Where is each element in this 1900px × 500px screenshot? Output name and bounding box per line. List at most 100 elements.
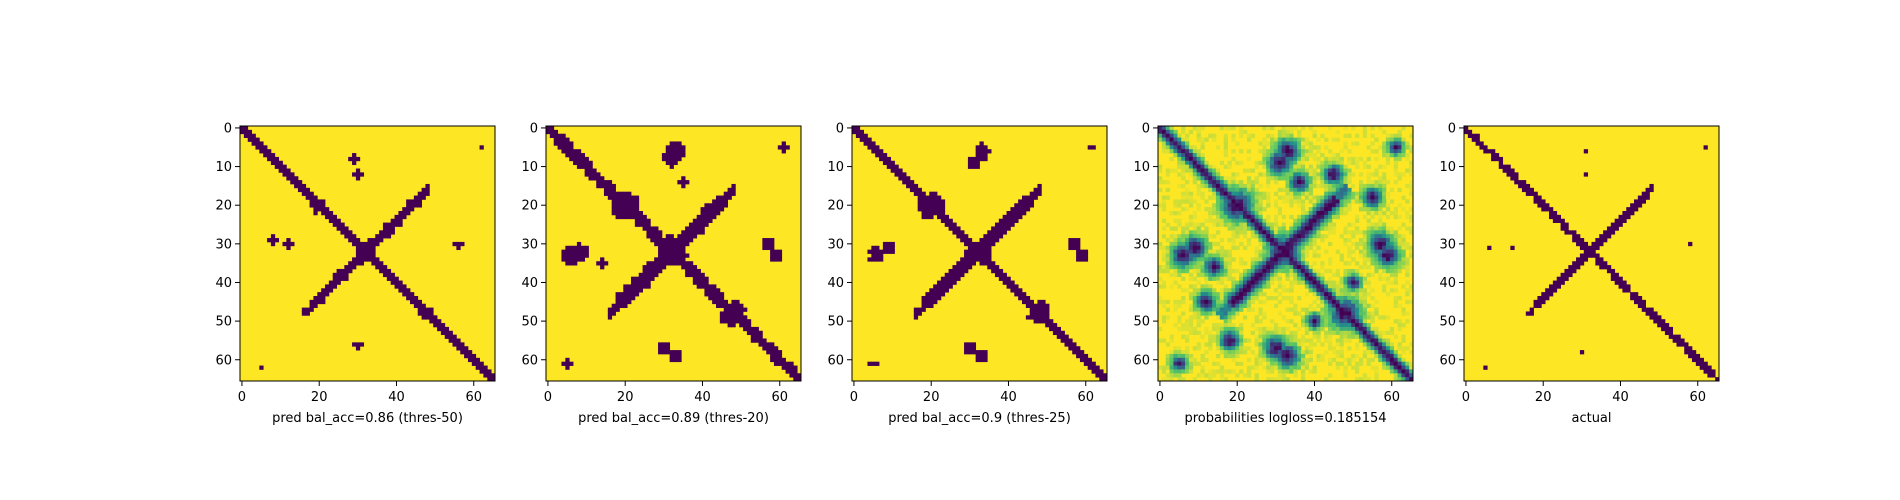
heatmap-cell — [1545, 296, 1550, 301]
heatmap-cell — [1297, 137, 1302, 142]
heatmap-cell — [1320, 292, 1325, 297]
heatmap-cell — [1254, 249, 1259, 254]
heatmap-cell — [394, 218, 399, 223]
heatmap-cell — [1231, 137, 1236, 142]
heatmap-cell — [991, 238, 996, 243]
heatmap-cell — [1231, 230, 1236, 235]
heatmap-cell — [1231, 207, 1236, 212]
heatmap-cell — [1347, 357, 1352, 363]
heatmap-cell — [1351, 284, 1356, 289]
heatmap-cell — [758, 334, 763, 339]
heatmap-cell — [1362, 257, 1368, 262]
heatmap-cell — [1223, 284, 1228, 289]
heatmap-cell — [1362, 373, 1368, 378]
heatmap-cell — [1576, 265, 1581, 270]
heatmap-cell — [913, 191, 919, 196]
heatmap-cell — [1366, 241, 1371, 247]
heatmap-cell — [681, 253, 686, 258]
heatmap-cell — [1041, 319, 1046, 324]
heatmap-cell — [1328, 230, 1333, 235]
heatmap-cell — [344, 226, 349, 231]
heatmap-cell — [1397, 357, 1402, 363]
heatmap-cell — [371, 241, 376, 247]
heatmap-cell — [937, 280, 942, 285]
heatmap-cell — [1270, 156, 1275, 162]
heatmap-cell — [1308, 303, 1313, 308]
heatmap-cell — [1614, 218, 1619, 223]
heatmap-cell — [1029, 299, 1034, 305]
heatmap-cell — [1339, 180, 1344, 185]
heatmap-cell — [631, 284, 636, 289]
heatmap-cell — [410, 207, 415, 212]
heatmap-cell — [1239, 296, 1244, 301]
heatmap-cell — [1397, 156, 1402, 162]
heatmap-cell — [565, 249, 570, 254]
heatmap-cell — [1266, 156, 1271, 162]
heatmap-cell — [1239, 338, 1244, 343]
heatmap-cell — [1300, 253, 1306, 258]
heatmap-cell — [1393, 137, 1398, 142]
heatmap-cell — [1258, 222, 1263, 227]
heatmap-cell — [1196, 226, 1201, 231]
heatmap-cell — [1219, 214, 1225, 220]
heatmap-cell — [1355, 319, 1360, 324]
heatmap-cell — [1389, 268, 1395, 274]
heatmap-cell — [716, 292, 721, 297]
heatmap-cell — [1587, 249, 1592, 254]
heatmap-cell — [1173, 137, 1178, 142]
heatmap-cell — [1049, 319, 1054, 324]
heatmap-cell — [1343, 238, 1348, 243]
heatmap-cell — [979, 238, 984, 243]
heatmap-cell — [565, 145, 570, 150]
heatmap-cell — [1165, 168, 1170, 173]
heatmap-cell — [658, 261, 663, 266]
heatmap-cell — [1316, 319, 1321, 324]
heatmap-cell — [1374, 180, 1379, 185]
heatmap-cell — [685, 241, 690, 247]
heatmap-cell — [313, 203, 318, 208]
heatmap-cell — [1223, 145, 1228, 150]
heatmap-cell — [1304, 153, 1310, 158]
heatmap-cell — [1002, 226, 1007, 231]
heatmap-cell — [1370, 222, 1375, 227]
heatmap-cell — [1196, 168, 1201, 173]
heatmap-cell — [925, 199, 930, 204]
heatmap-cell — [1599, 261, 1604, 266]
heatmap-cell — [781, 149, 786, 154]
heatmap-cell — [1254, 226, 1259, 231]
heatmap-cell — [1385, 214, 1391, 220]
heatmap-cell — [1235, 296, 1240, 301]
heatmap-cell — [1637, 303, 1643, 308]
heatmap-cell — [1185, 268, 1190, 274]
heatmap-cell — [1324, 323, 1329, 328]
heatmap-cell — [673, 253, 678, 258]
heatmap-cell — [1374, 199, 1379, 204]
heatmap-cell — [1362, 241, 1368, 247]
heatmap-cell — [344, 230, 349, 235]
heatmap-cell — [1397, 176, 1402, 181]
heatmap-cell — [1270, 365, 1275, 370]
heatmap-cell — [1219, 288, 1225, 293]
heatmap-cell — [1324, 207, 1329, 212]
heatmap-cell — [1289, 164, 1294, 169]
heatmap-cell — [1270, 330, 1275, 336]
heatmap-cell — [1393, 369, 1398, 374]
heatmap-cell — [1254, 288, 1259, 293]
heatmap-cell — [1188, 199, 1194, 204]
heatmap-cell — [1343, 272, 1348, 278]
heatmap-cell — [1300, 222, 1306, 227]
heatmap-cell — [611, 211, 616, 216]
heatmap-cell — [1181, 168, 1186, 173]
heatmap-cell — [1343, 280, 1348, 285]
heatmap-cell — [673, 261, 678, 266]
heatmap-cell — [1370, 180, 1375, 185]
heatmap-cell — [561, 249, 566, 254]
heatmap-cell — [1281, 234, 1286, 239]
heatmap-cell — [1204, 303, 1209, 308]
heatmap-cell — [1335, 288, 1340, 293]
heatmap-cell — [1328, 203, 1333, 208]
heatmap-cell — [1227, 253, 1232, 258]
heatmap-cell — [1161, 315, 1167, 320]
heatmap-cell — [1158, 164, 1163, 169]
